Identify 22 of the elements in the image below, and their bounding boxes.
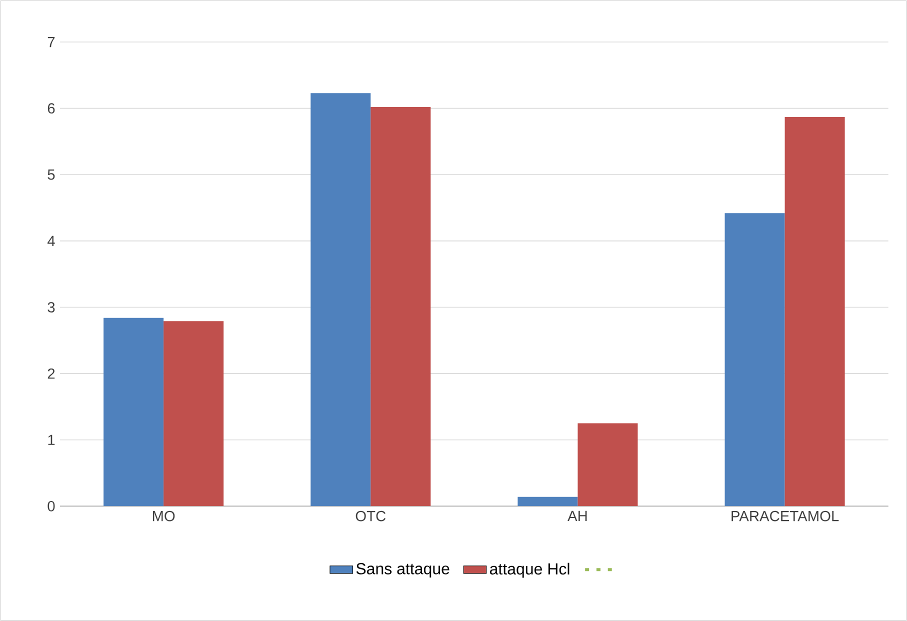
x-tick-label: MO bbox=[152, 510, 175, 522]
y-tick-label: 0 bbox=[48, 500, 55, 512]
x-tick-label: OTC bbox=[356, 510, 386, 522]
bar bbox=[784, 116, 845, 506]
bar bbox=[370, 106, 431, 506]
bar bbox=[724, 212, 785, 506]
legend-label: Sans attaque bbox=[356, 562, 450, 578]
y-tick-label: 5 bbox=[48, 169, 55, 180]
y-tick-label: 2 bbox=[48, 368, 55, 379]
y-tick-label: 1 bbox=[48, 434, 55, 445]
x-tick-label: PARACETAMOL bbox=[732, 510, 839, 522]
bar bbox=[164, 321, 224, 506]
y-tick-label: 6 bbox=[48, 103, 55, 114]
bar bbox=[104, 318, 164, 506]
y-tick-label: 7 bbox=[48, 36, 55, 47]
y-tick-label: 4 bbox=[47, 236, 55, 246]
bar bbox=[578, 423, 638, 506]
x-tick-label: AH bbox=[568, 510, 587, 521]
bar bbox=[518, 496, 578, 506]
y-tick-label: 3 bbox=[48, 302, 55, 312]
bar bbox=[310, 92, 371, 506]
legend-label: attaque Hcl bbox=[490, 562, 570, 578]
